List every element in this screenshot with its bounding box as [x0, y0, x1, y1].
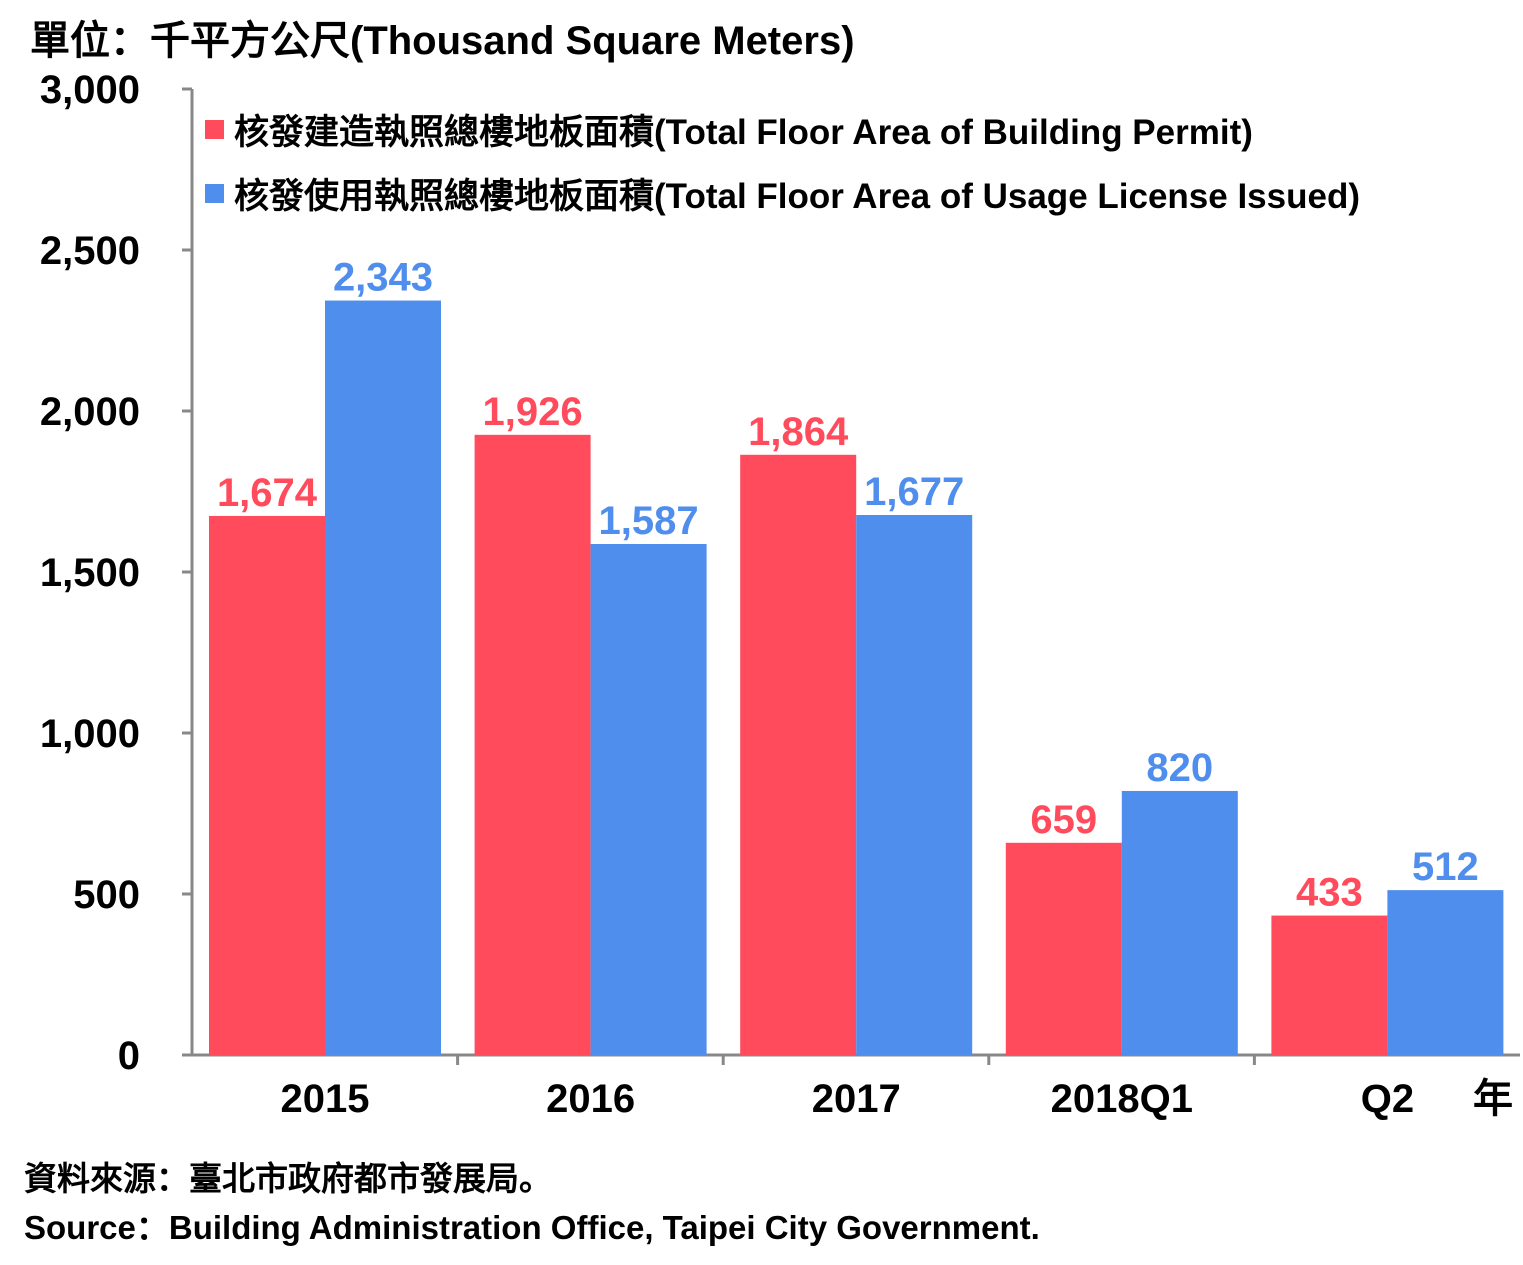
data-label-building-permit: 1,674 [217, 471, 318, 515]
y-tick-label: 3,000 [40, 68, 140, 112]
x-tick-label: Q2 [1361, 1077, 1414, 1121]
y-tick-label: 1,000 [40, 712, 140, 756]
legend-label-building-permit: 核發建造執照總樓地板面積(Total Floor Area of Buildin… [234, 113, 1253, 152]
data-label-building-permit: 1,926 [483, 390, 583, 434]
y-tick-label: 2,500 [40, 229, 140, 273]
legend-item-usage-license: 核發使用執照總樓地板面積(Total Floor Area of Usage L… [205, 168, 1360, 219]
bar-usage-license [1387, 890, 1504, 1055]
data-label-building-permit: 1,864 [748, 410, 849, 454]
legend-label-usage-license: 核發使用執照總樓地板面積(Total Floor Area of Usage L… [234, 177, 1360, 216]
data-label-usage-license: 2,343 [333, 256, 433, 300]
data-label-usage-license: 1,677 [864, 470, 964, 514]
bar-usage-license [590, 543, 707, 1055]
bar-building-permit [1005, 842, 1122, 1055]
source-english: Source：Building Administration Office, T… [24, 1209, 1040, 1246]
bar-building-permit [740, 454, 857, 1055]
bar-usage-license [856, 515, 973, 1055]
data-label-building-permit: 659 [1030, 798, 1097, 842]
y-tick-label: 500 [73, 873, 140, 917]
data-label-usage-license: 512 [1412, 845, 1479, 889]
legend-item-building-permit: 核發建造執照總樓地板面積(Total Floor Area of Buildin… [205, 104, 1253, 155]
data-label-usage-license: 1,587 [599, 499, 699, 543]
y-tick-label: 1,500 [40, 551, 140, 595]
x-axis-unit: 年 [1473, 1076, 1513, 1122]
bar-building-permit [1271, 915, 1388, 1055]
bar-usage-license [325, 300, 441, 1056]
bar-usage-license [1121, 790, 1238, 1055]
x-tick-label: 2018Q1 [1051, 1077, 1193, 1121]
y-tick-label: 0 [118, 1034, 140, 1078]
data-label-building-permit: 433 [1296, 871, 1363, 915]
unit-label: 單位：千平方公尺(Thousand Square Meters) [30, 19, 855, 63]
data-label-usage-license: 820 [1146, 746, 1213, 790]
bar-building-permit [474, 434, 591, 1055]
x-tick-label: 2016 [546, 1077, 635, 1121]
legend-swatch-building-permit [205, 120, 224, 139]
x-tick-label: 2017 [812, 1077, 901, 1121]
x-tick-label: 2015 [281, 1077, 370, 1121]
bar-building-permit [209, 515, 325, 1055]
source-chinese: 資料來源：臺北市政府都市發展局。 [24, 1160, 552, 1197]
y-tick-label: 2,000 [40, 390, 140, 434]
legend-swatch-usage-license [205, 184, 224, 203]
